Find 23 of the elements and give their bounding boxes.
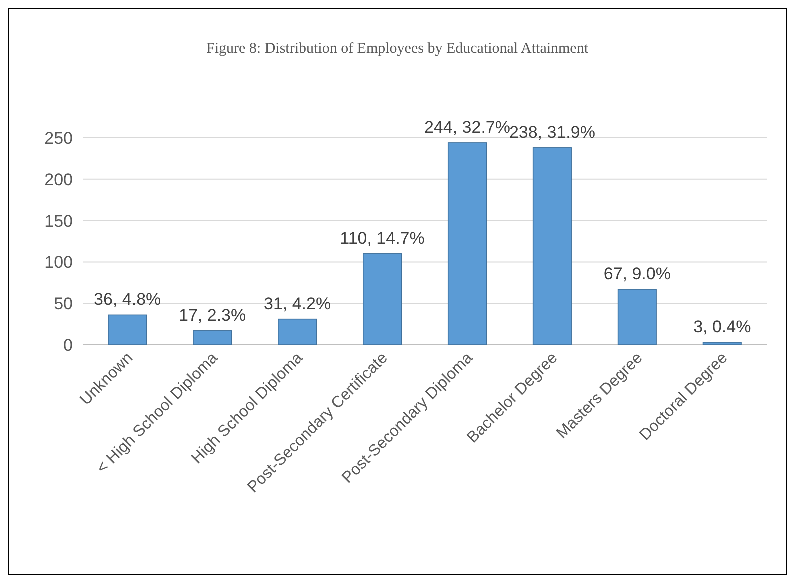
chart-title: Figure 8: Distribution of Employees by Educational Attainment <box>206 41 590 57</box>
bar <box>108 314 148 346</box>
bar <box>702 342 742 346</box>
bar <box>363 254 402 346</box>
y-tick-label: 50 <box>54 294 73 314</box>
data-label: 238, 31.9% <box>509 122 596 142</box>
data-label: 244, 32.7% <box>424 118 510 137</box>
y-tick-label: 150 <box>44 212 73 231</box>
data-label: 36, 4.8% <box>94 290 162 310</box>
data-label: 110, 14.7% <box>340 228 425 248</box>
data-label: 31, 4.2% <box>264 294 332 314</box>
data-label: 3, 0.4% <box>694 318 752 337</box>
data-label: 67, 9.0% <box>604 264 671 284</box>
y-tick-label: 200 <box>44 170 73 190</box>
bar <box>278 318 318 346</box>
y-tick-label: 250 <box>44 128 73 148</box>
data-label: 17, 2.3% <box>179 306 246 325</box>
bar <box>193 330 232 346</box>
bar <box>618 289 657 346</box>
bar <box>448 142 487 346</box>
bar <box>532 148 572 346</box>
y-tick-label: 0 <box>64 336 73 355</box>
y-tick-label: 100 <box>44 253 73 272</box>
